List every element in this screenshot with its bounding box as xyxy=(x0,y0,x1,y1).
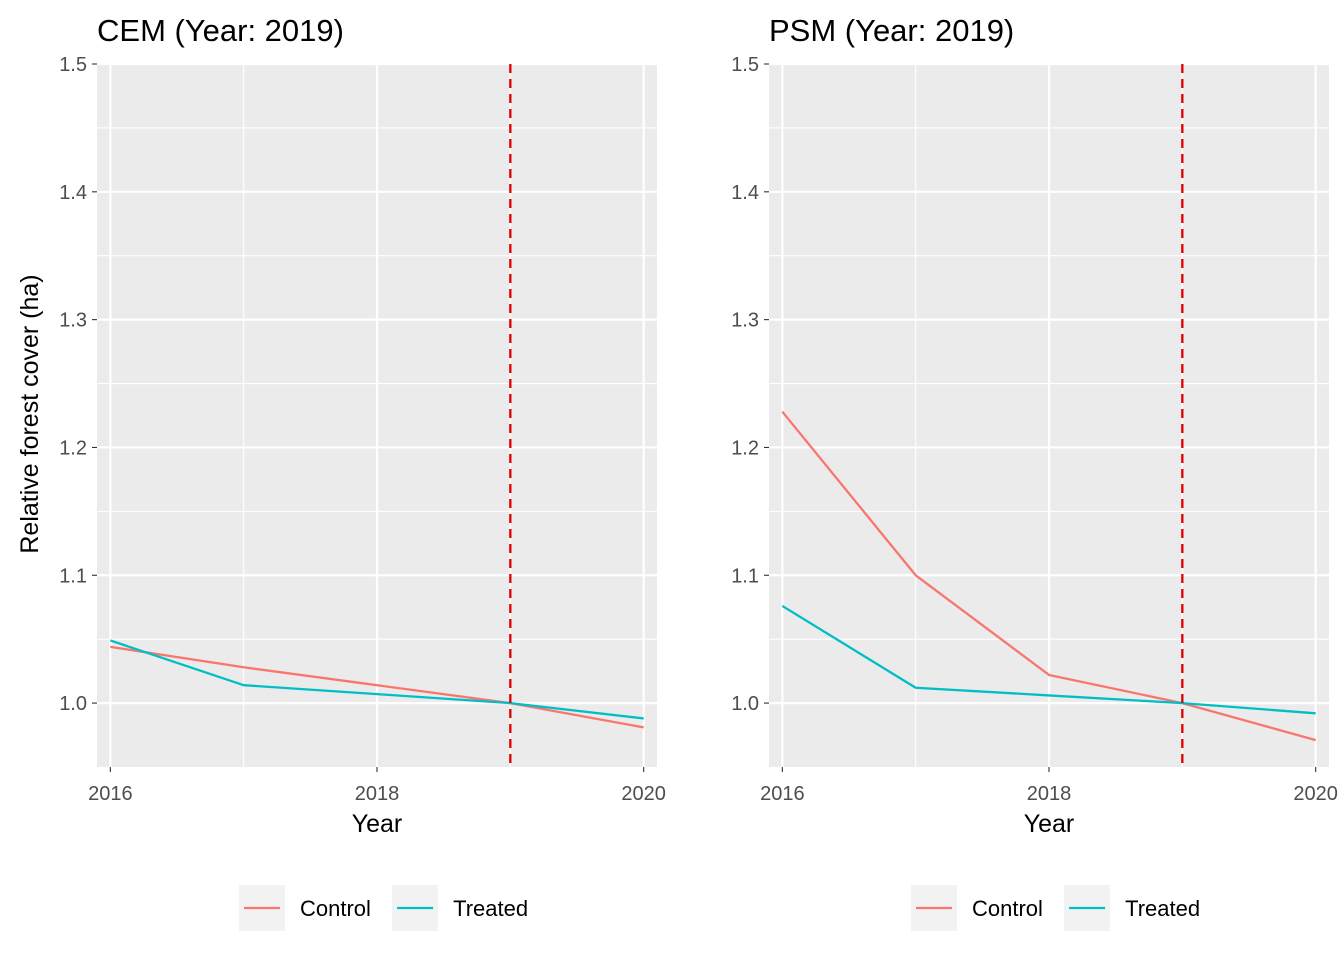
legend-label: Control xyxy=(972,896,1043,921)
panel-psm: PSM (Year: 2019) Year 1.0 1.1 1.2 1.3 1.4 1.5… xyxy=(731,13,1338,931)
legend-label: Treated xyxy=(453,896,528,921)
y-tick-label: 1.3 xyxy=(59,310,87,332)
y-axis-label: Relative forest cover (ha) xyxy=(16,274,44,553)
x-axis-label-cem: Year xyxy=(352,810,403,838)
legend-label: Control xyxy=(300,896,371,921)
panel-title-cem: CEM (Year: 2019) xyxy=(97,13,344,48)
y-tick-label: 1.5 xyxy=(59,54,87,76)
series-line-control xyxy=(110,645,644,729)
y-tick-label: 1.5 xyxy=(731,54,759,76)
x-tick-label: 2020 xyxy=(1293,783,1338,805)
x-tick-label: 2016 xyxy=(760,783,805,805)
y-tick-label: 1.2 xyxy=(731,437,759,459)
y-tick-label: 1.0 xyxy=(731,693,759,715)
panel-cem: CEM (Year: 2019) Relative forest cover (… xyxy=(16,13,666,931)
series-line-treated xyxy=(781,604,1316,715)
plot-area-cem: 1.0 1.1 1.2 1.3 1.4 1.5 2016 2018 2020 xyxy=(59,54,666,805)
x-tick-label: 2018 xyxy=(1027,783,1072,805)
y-tick-label: 1.4 xyxy=(731,182,759,204)
legend-cem: Control Treated xyxy=(239,885,528,931)
y-tick-label: 1.1 xyxy=(731,565,759,587)
x-tick-label: 2018 xyxy=(355,783,400,805)
x-tick-label: 2020 xyxy=(621,783,666,805)
x-axis-label-psm: Year xyxy=(1024,810,1075,838)
y-tick-label: 1.3 xyxy=(731,310,759,332)
legend-label: Treated xyxy=(1125,896,1200,921)
plot-area-psm: 1.0 1.1 1.2 1.3 1.4 1.5 2016 2018 2020 xyxy=(731,54,1338,805)
x-tick-label: 2016 xyxy=(88,783,133,805)
legend-psm: Control Treated xyxy=(911,885,1200,931)
panel-title-psm: PSM (Year: 2019) xyxy=(769,13,1014,48)
y-tick-label: 1.0 xyxy=(59,693,87,715)
y-tick-label: 1.4 xyxy=(59,182,87,204)
series-line-treated xyxy=(109,639,644,720)
series-line-control xyxy=(781,410,1316,742)
y-tick-label: 1.2 xyxy=(59,437,87,459)
y-tick-label: 1.1 xyxy=(59,565,87,587)
